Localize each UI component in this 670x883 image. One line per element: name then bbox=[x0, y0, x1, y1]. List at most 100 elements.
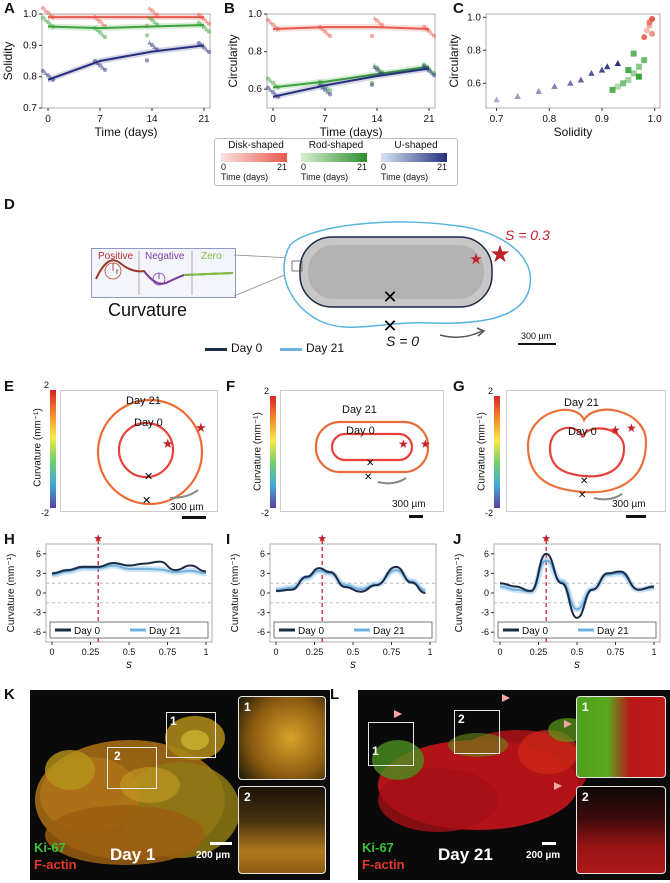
legend-day0-label: Day 0 bbox=[298, 626, 325, 637]
x-g-day21: ✕ bbox=[578, 490, 586, 501]
y-tick-label: -3 bbox=[33, 608, 41, 618]
panel-label-b: B bbox=[224, 0, 235, 17]
microscopy-image-day21: 1 2 1 2 Ki-67 F-actin Day 21 200 µm bbox=[358, 690, 670, 880]
arrow-f bbox=[377, 477, 407, 485]
y-tick-label: 0 bbox=[36, 588, 41, 598]
legend-u-max: 21 bbox=[437, 162, 448, 172]
solidity-time-chart: 0.7 0.8 0.9 1.0 0 7 14 21 Time (days) Solidity bbox=[1, 5, 212, 139]
day0-label-f: Day 0 bbox=[346, 425, 375, 437]
data-point bbox=[421, 24, 427, 30]
series-band bbox=[48, 42, 204, 83]
s-marker-star: ★ bbox=[317, 533, 327, 545]
roi-1-box-k bbox=[166, 712, 216, 758]
cbar-max-f: 2 bbox=[264, 386, 270, 396]
y-axis-label: Solidity bbox=[1, 42, 15, 81]
data-point bbox=[322, 29, 328, 34]
arrow-e bbox=[169, 489, 199, 499]
data-point bbox=[196, 20, 202, 25]
y-axis-label: Curvature (mm⁻¹) bbox=[230, 554, 241, 633]
y-axis-label: Curvature (mm⁻¹) bbox=[454, 554, 465, 633]
data-point bbox=[379, 71, 385, 77]
y-tick-label: 0.6 bbox=[467, 78, 481, 89]
legend-rod-title: Rod-shaped bbox=[308, 140, 364, 151]
day0-line-swatch bbox=[205, 348, 227, 351]
direction-arrow bbox=[439, 330, 483, 338]
panel-label-k: K bbox=[4, 686, 15, 703]
y-tick-label: -6 bbox=[33, 627, 41, 637]
x-tick-label: 0.5 bbox=[571, 647, 584, 657]
legend-day21-d: Day 21 bbox=[306, 341, 345, 355]
contours-e: ★ ★ ✕ ✕ bbox=[96, 398, 207, 507]
contour-day0-f bbox=[330, 432, 414, 462]
y-tick-label: -6 bbox=[481, 627, 489, 637]
x-axis-label: Solidity bbox=[554, 125, 593, 139]
data-point bbox=[97, 63, 103, 68]
scatter-point bbox=[625, 76, 632, 83]
day-label-k: Day 1 bbox=[110, 845, 156, 864]
curvature-profile-i: 6 3 0 -3 -6 0 0.25 0.5 0.75 1 s Curvature (mm⁻¹) ★ Da… bbox=[230, 533, 437, 671]
scatter-point bbox=[649, 30, 656, 37]
data-point bbox=[426, 68, 432, 73]
inset-2-label-k: 2 bbox=[244, 790, 251, 804]
data-point bbox=[421, 64, 427, 69]
panel-e: 2 -2 Curvature (mm⁻¹) ★ ★ ✕ ✕ Day 21 Day… bbox=[22, 380, 222, 527]
data-point bbox=[270, 90, 276, 95]
scatter-point bbox=[614, 59, 622, 66]
data-point bbox=[317, 79, 323, 84]
x-tick-label: 0.5 bbox=[347, 647, 360, 657]
shape-legend: Disk-shaped 0 21 Time (days) Rod-shaped … bbox=[214, 138, 458, 186]
data-point bbox=[369, 33, 375, 39]
y-tick-label: 3 bbox=[260, 568, 265, 578]
scatter-point bbox=[614, 83, 621, 90]
scatter-point bbox=[609, 86, 616, 93]
y-axis-label: Circularity bbox=[448, 34, 461, 87]
data-point bbox=[40, 6, 46, 11]
data-point bbox=[275, 94, 281, 99]
legend-rod-min: 0 bbox=[301, 162, 307, 172]
roi-2-box-k bbox=[107, 747, 157, 789]
roi-1-label-l: 1 bbox=[372, 744, 379, 758]
s-marker-star: ★ bbox=[93, 533, 103, 545]
star-day0: ★ bbox=[469, 251, 482, 268]
x-f-day0: ✕ bbox=[366, 458, 374, 469]
contour-day21-g bbox=[526, 408, 648, 494]
series-line bbox=[275, 565, 426, 594]
arrowhead-3-l bbox=[564, 720, 572, 728]
star-f-day21: ★ bbox=[420, 437, 431, 451]
arrowhead-2-l bbox=[502, 694, 510, 702]
data-point bbox=[317, 83, 323, 88]
data-point bbox=[97, 30, 103, 35]
x-tick-label: 0 bbox=[497, 647, 502, 657]
scatter-point bbox=[625, 67, 632, 74]
data-point bbox=[265, 76, 271, 81]
data-point bbox=[431, 33, 437, 38]
cbar-label-f: Curvature (mm⁻¹) bbox=[252, 412, 264, 491]
scale-label-k: 200 µm bbox=[196, 850, 231, 861]
roi-2-box-l bbox=[454, 710, 500, 754]
data-point bbox=[92, 14, 98, 20]
day0-label-g: Day 0 bbox=[568, 426, 597, 438]
x-axis-label: Time (days) bbox=[95, 125, 158, 139]
colorbar-e bbox=[50, 390, 56, 508]
series-line bbox=[272, 65, 430, 89]
data-point bbox=[322, 87, 328, 93]
panel-label-h: H bbox=[4, 531, 15, 548]
scatter-point bbox=[588, 69, 595, 76]
cbar-min-e: -2 bbox=[41, 508, 50, 518]
cbar-max-g: 2 bbox=[488, 386, 494, 396]
factin-label-l: F-actin bbox=[362, 857, 405, 872]
scatter-point bbox=[514, 92, 521, 99]
x-tick-label: 7 bbox=[97, 114, 103, 125]
scatter-point bbox=[577, 76, 585, 83]
scatter-point bbox=[635, 73, 642, 80]
x-e-day0: ✕ bbox=[144, 471, 153, 483]
circularity-time-chart: 0.6 0.8 1.0 0 7 14 21 Time (days) Circularity bbox=[226, 9, 437, 139]
data-point bbox=[275, 85, 281, 90]
x-axis-label: Time (days) bbox=[320, 125, 383, 139]
inset-2-label-l: 2 bbox=[582, 790, 589, 804]
cbar-min-f: -2 bbox=[261, 508, 270, 518]
legend-day21-label: Day 21 bbox=[149, 626, 181, 637]
scale-bar-d bbox=[518, 343, 556, 345]
contour-day21-f bbox=[314, 420, 430, 474]
day21-label-e: Day 21 bbox=[126, 395, 161, 407]
